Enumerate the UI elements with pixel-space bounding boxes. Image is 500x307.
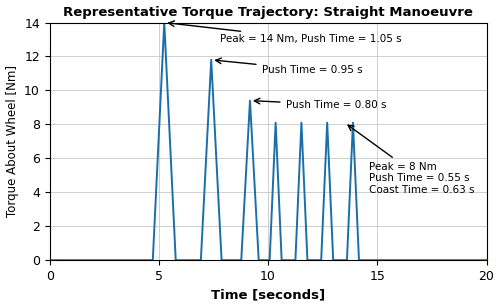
Text: Push Time = 0.80 s: Push Time = 0.80 s [254, 98, 386, 110]
Text: Peak = 14 Nm, Push Time = 1.05 s: Peak = 14 Nm, Push Time = 1.05 s [168, 21, 402, 45]
Y-axis label: Torque About Wheel [Nm]: Torque About Wheel [Nm] [6, 65, 18, 217]
Title: Representative Torque Trajectory: Straight Manoeuvre: Representative Torque Trajectory: Straig… [63, 6, 473, 18]
X-axis label: Time [seconds]: Time [seconds] [211, 289, 325, 301]
Text: Peak = 8 Nm
Push Time = 0.55 s
Coast Time = 0.63 s: Peak = 8 Nm Push Time = 0.55 s Coast Tim… [348, 125, 474, 195]
Text: Push Time = 0.95 s: Push Time = 0.95 s [216, 58, 362, 75]
